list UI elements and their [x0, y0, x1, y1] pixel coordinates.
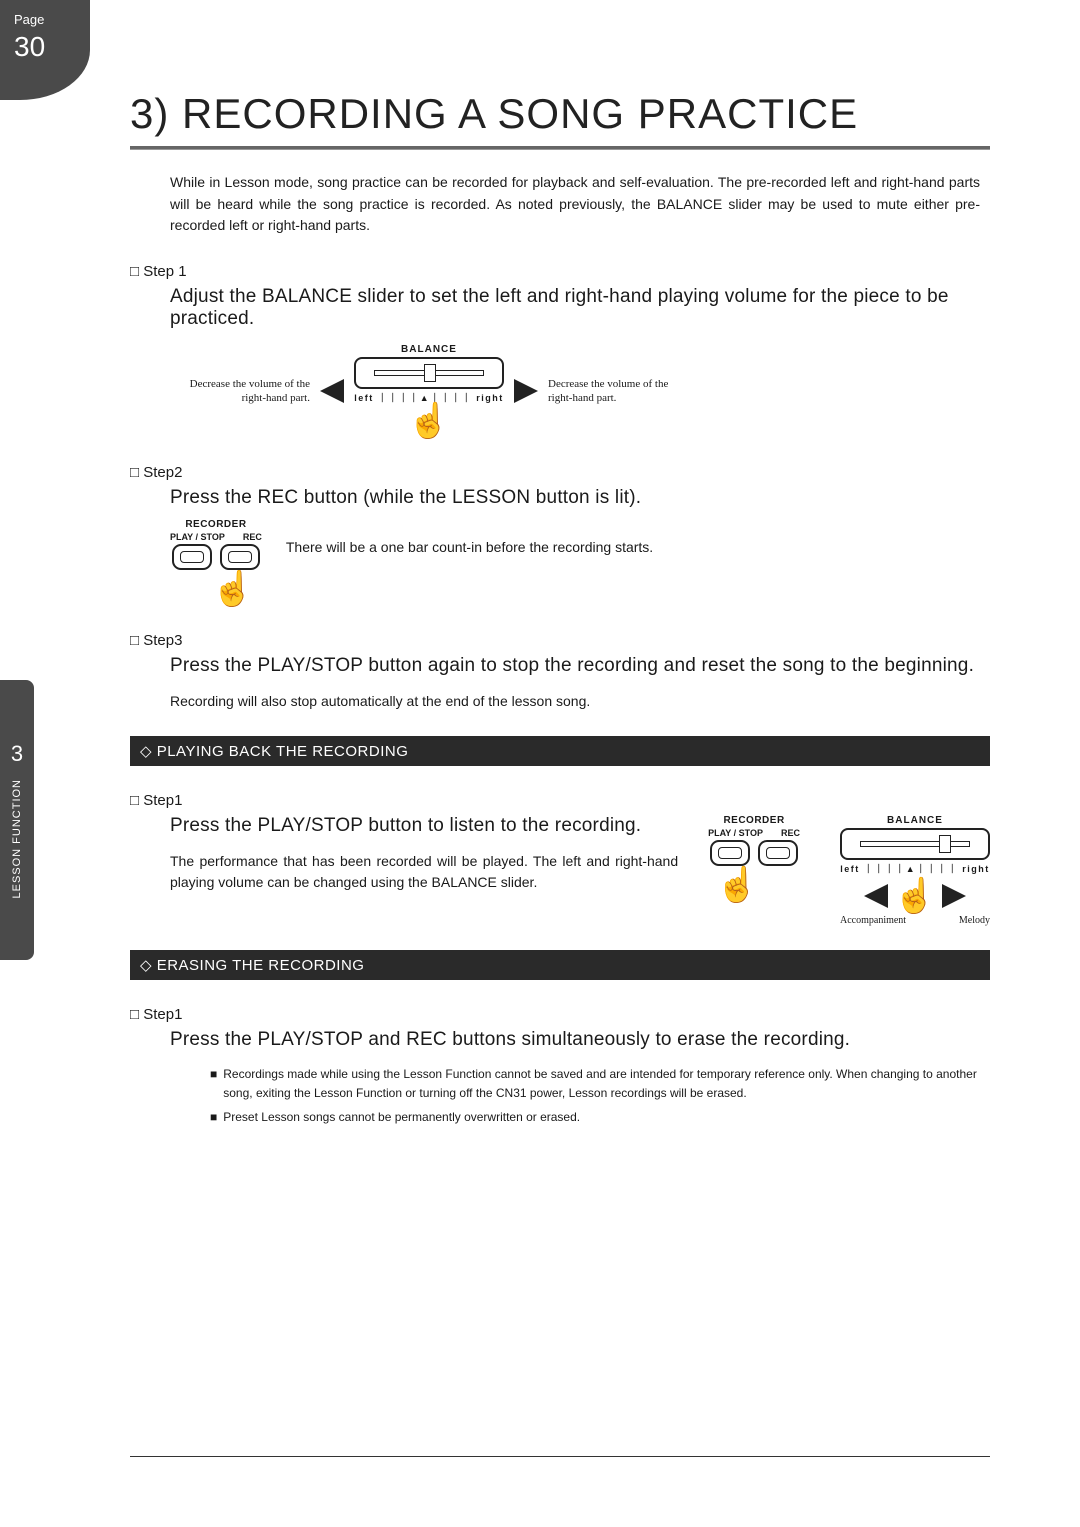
balance-melody-label: Melody [959, 915, 990, 926]
note-item: ■ Preset Lesson songs cannot be permanen… [210, 1108, 990, 1127]
balance-slider[interactable] [354, 357, 504, 389]
rec-button[interactable] [758, 840, 798, 866]
step2-instruction: Press the REC button (while the LESSON b… [130, 487, 990, 509]
erase-notes: ■ Recordings made while using the Lesson… [130, 1065, 990, 1127]
balance-arrows-right [514, 379, 538, 403]
note-text: Preset Lesson songs cannot be permanentl… [223, 1108, 580, 1127]
main-content: 3) RECORDING A SONG PRACTICE While in Le… [130, 90, 990, 1133]
balance-right-caption: Decrease the volume of the right-hand pa… [548, 377, 688, 406]
balance-control: BALANCE left ｜｜｜｜▲｜｜｜｜ right [354, 344, 504, 404]
title-rule [130, 146, 990, 150]
chapter-title: LESSON FUNCTION [11, 779, 23, 899]
rec-button[interactable] [220, 544, 260, 570]
recorder-label: RECORDER [170, 519, 262, 530]
step3-heading: □ Step3 [130, 632, 990, 649]
playstop-button[interactable] [172, 544, 212, 570]
hand-pointer-icon: ☝ [708, 868, 800, 902]
chapter-number: 3 [11, 741, 23, 767]
step3-instruction: Press the PLAY/STOP button again to stop… [130, 655, 990, 677]
note-text: Recordings made while using the Lesson F… [223, 1065, 990, 1102]
balance-scale: left ｜｜｜｜▲｜｜｜｜ right [840, 862, 990, 875]
hand-pointer-icon: ☝ [408, 404, 450, 438]
bullet-icon: ■ [210, 1108, 217, 1127]
playstop-label: PLAY / STOP [170, 532, 225, 542]
page-label: Page [0, 0, 90, 27]
playback-section-bar: ◇ PLAYING BACK THE RECORDING [130, 736, 990, 766]
step1-instruction: Adjust the BALANCE slider to set the lef… [130, 286, 990, 330]
page-number: 30 [0, 27, 90, 63]
recorder-buttons-playback: RECORDER PLAY / STOP REC ☝ [708, 815, 800, 902]
balance-slider-figure: Decrease the volume of the right-hand pa… [170, 344, 990, 438]
balance-arrows-left [320, 379, 344, 403]
playstop-button[interactable] [710, 840, 750, 866]
step1-heading: □ Step 1 [130, 263, 990, 280]
erase-section-bar: ◇ ERASING THE RECORDING [130, 950, 990, 980]
recorder-figure: RECORDER PLAY / STOP REC ☝ There will be… [170, 519, 990, 606]
rec-label: REC [781, 828, 800, 838]
arrow-right-icon [942, 884, 966, 908]
hand-pointer-icon: ☝ [894, 879, 936, 913]
playback-step-heading: □ Step1 [130, 792, 990, 809]
step2-heading: □ Step2 [130, 464, 990, 481]
balance-left-caption: Decrease the volume of the right-hand pa… [170, 377, 310, 406]
recorder-buttons: RECORDER PLAY / STOP REC ☝ [170, 519, 262, 606]
playstop-label: PLAY / STOP [708, 828, 763, 838]
arrow-left-icon [864, 884, 888, 908]
playback-figures: RECORDER PLAY / STOP REC ☝ BALANCE l [708, 815, 990, 926]
footer-rule [130, 1456, 990, 1457]
page-corner-tab: Page 30 [0, 0, 90, 100]
balance-accomp-label: Accompaniment [840, 915, 906, 926]
recorder-label: RECORDER [708, 815, 800, 826]
side-chapter-tab: 3 LESSON FUNCTION [0, 680, 34, 960]
rec-label: REC [243, 532, 262, 542]
playback-body: The performance that has been recorded w… [130, 851, 678, 893]
balance-slider[interactable] [840, 828, 990, 860]
erase-instruction: Press the PLAY/STOP and REC buttons simu… [130, 1029, 990, 1051]
step2-body: There will be a one bar count-in before … [286, 537, 653, 558]
balance-label: BALANCE [354, 344, 504, 355]
hand-pointer-icon: ☝ [170, 572, 262, 606]
step3-body: Recording will also stop automatically a… [130, 691, 990, 712]
note-item: ■ Recordings made while using the Lesson… [210, 1065, 990, 1102]
page-title: 3) RECORDING A SONG PRACTICE [130, 90, 990, 146]
erase-step-heading: □ Step1 [130, 1006, 990, 1023]
playback-instruction: Press the PLAY/STOP button to listen to … [130, 815, 678, 837]
intro-paragraph: While in Lesson mode, song practice can … [130, 172, 990, 237]
balance-control-playback: BALANCE left ｜｜｜｜▲｜｜｜｜ right ☝ Accompani… [840, 815, 990, 926]
balance-label: BALANCE [840, 815, 990, 826]
bullet-icon: ■ [210, 1065, 217, 1102]
